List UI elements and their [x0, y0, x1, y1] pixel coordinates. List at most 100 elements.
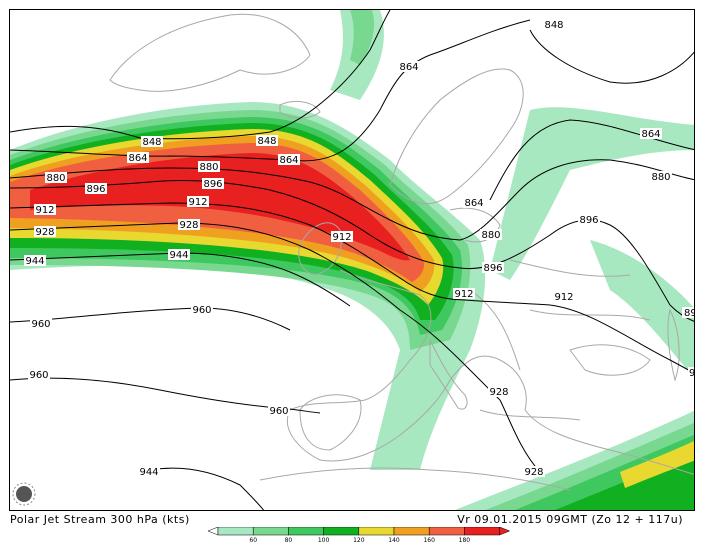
wind-band-60: [490, 107, 694, 280]
contour-label: 928: [34, 226, 56, 238]
contour-label: 864: [278, 154, 300, 166]
colorbar-swatch: [323, 527, 360, 536]
colorbar-swatch: [358, 527, 395, 536]
svg-text:928: 928: [489, 387, 508, 398]
colorbar-tick-label: 120: [353, 537, 365, 543]
contour-label: 864: [463, 197, 485, 209]
valid-time: Vr 09.01.2015 09GMT (Zo 12 + 117u): [457, 513, 683, 526]
svg-text:960: 960: [192, 305, 211, 316]
black-sea-coast: [569, 344, 651, 376]
contour-896: [10, 179, 694, 322]
wind-band-core: [30, 153, 410, 261]
svg-text:864: 864: [641, 129, 660, 140]
british-isles-coast: [298, 222, 342, 276]
svg-text:848: 848: [257, 136, 276, 147]
italy-coast: [429, 339, 468, 410]
svg-text:912: 912: [188, 197, 207, 208]
contour-label: 848: [141, 136, 163, 148]
colorbar-tick-label: 160: [423, 537, 435, 543]
contour-label: 960: [30, 318, 52, 330]
contour-label: 896: [578, 214, 600, 226]
map-frame: 848 848 848 864 864 864: [9, 9, 695, 511]
contour-848: [10, 10, 391, 140]
greenland-coast: [109, 13, 311, 92]
svg-text:960: 960: [29, 370, 48, 381]
contour-label: 864: [127, 152, 149, 164]
colorbar-swatch: [252, 527, 289, 536]
colorbar-arrow-left: [207, 527, 219, 536]
svg-text:880: 880: [199, 162, 218, 173]
baltic-coast: [449, 207, 501, 243]
contour-label: 960: [191, 304, 213, 316]
svg-text:848: 848: [142, 137, 161, 148]
contour-label: 928: [178, 219, 200, 231]
europe-coast: [286, 269, 694, 475]
contour-label: 960: [28, 369, 50, 381]
svg-text:960: 960: [31, 319, 50, 330]
caspian-coast: [667, 308, 680, 382]
svg-text:864: 864: [464, 198, 483, 209]
logo-icon: [12, 482, 36, 506]
contour-label: 928: [523, 466, 545, 478]
coastlines: [109, 13, 694, 491]
contour-label: 944: [138, 466, 160, 478]
svg-text:960: 960: [269, 406, 288, 417]
contour-label: 912: [453, 288, 475, 300]
contour-label: 89: [682, 307, 695, 319]
contour-label: 912: [34, 204, 56, 216]
contour-label: 912: [187, 196, 209, 208]
svg-text:880: 880: [651, 172, 670, 183]
contour-label: 864: [398, 61, 420, 73]
contour-880: [10, 159, 694, 241]
contour-label: 880: [45, 172, 67, 184]
contour-912: [10, 202, 694, 374]
svg-text:928: 928: [179, 220, 198, 231]
contour-label: 912: [331, 231, 353, 243]
svg-text:928: 928: [35, 227, 54, 238]
svg-text:89: 89: [684, 308, 695, 319]
contour-label: 864: [640, 128, 662, 140]
contour-label: 944: [24, 255, 46, 267]
colorbar-swatch: [288, 527, 324, 536]
wind-band-120: [554, 450, 694, 510]
scandinavia-coast: [389, 68, 524, 205]
svg-text:880: 880: [46, 173, 65, 184]
height-contours: [10, 10, 694, 510]
map-title: Polar Jet Stream 300 hPa (kts): [10, 513, 190, 526]
svg-text:880: 880: [481, 230, 500, 241]
svg-text:928: 928: [524, 467, 543, 478]
contour-848-east: [529, 29, 694, 84]
svg-text:896: 896: [203, 179, 222, 190]
colorbar-tick-label: 80: [285, 537, 293, 543]
contour-label: 9: [688, 367, 694, 379]
svg-text:912: 912: [554, 292, 573, 303]
colorbar-arrow-right: [499, 527, 511, 536]
colorbar-swatch: [428, 527, 465, 536]
svg-text:912: 912: [35, 205, 54, 216]
contour-label: 848: [256, 135, 278, 147]
contour-944: [10, 252, 351, 510]
east-borders: [469, 259, 651, 421]
contour-labels: 848 848 848 864 864 864: [24, 19, 695, 478]
svg-text:944: 944: [139, 467, 158, 478]
contour-928: [10, 222, 541, 473]
colorbar-swatch: [217, 527, 254, 536]
svg-text:944: 944: [169, 250, 188, 261]
contour-label: 960: [268, 405, 290, 417]
svg-text:912: 912: [332, 232, 351, 243]
contour-label: 928: [488, 386, 510, 398]
contour-label: 880: [650, 171, 672, 183]
colorbar-tick-label: 100: [318, 537, 330, 543]
svg-text:864: 864: [399, 62, 418, 73]
wind-band-60: [350, 10, 375, 65]
contour-label: 880: [480, 229, 502, 241]
svg-text:864: 864: [279, 155, 298, 166]
color-legend: 60 80 100 120 140 160 180: [207, 527, 511, 543]
contour-label: 848: [543, 19, 565, 31]
svg-text:896: 896: [483, 263, 502, 274]
contour-960: [10, 307, 321, 414]
svg-text:864: 864: [128, 153, 147, 164]
svg-text:912: 912: [454, 289, 473, 300]
contour-label: 896: [202, 178, 224, 190]
jet-stream-map: 848 848 848 864 864 864: [10, 10, 695, 510]
